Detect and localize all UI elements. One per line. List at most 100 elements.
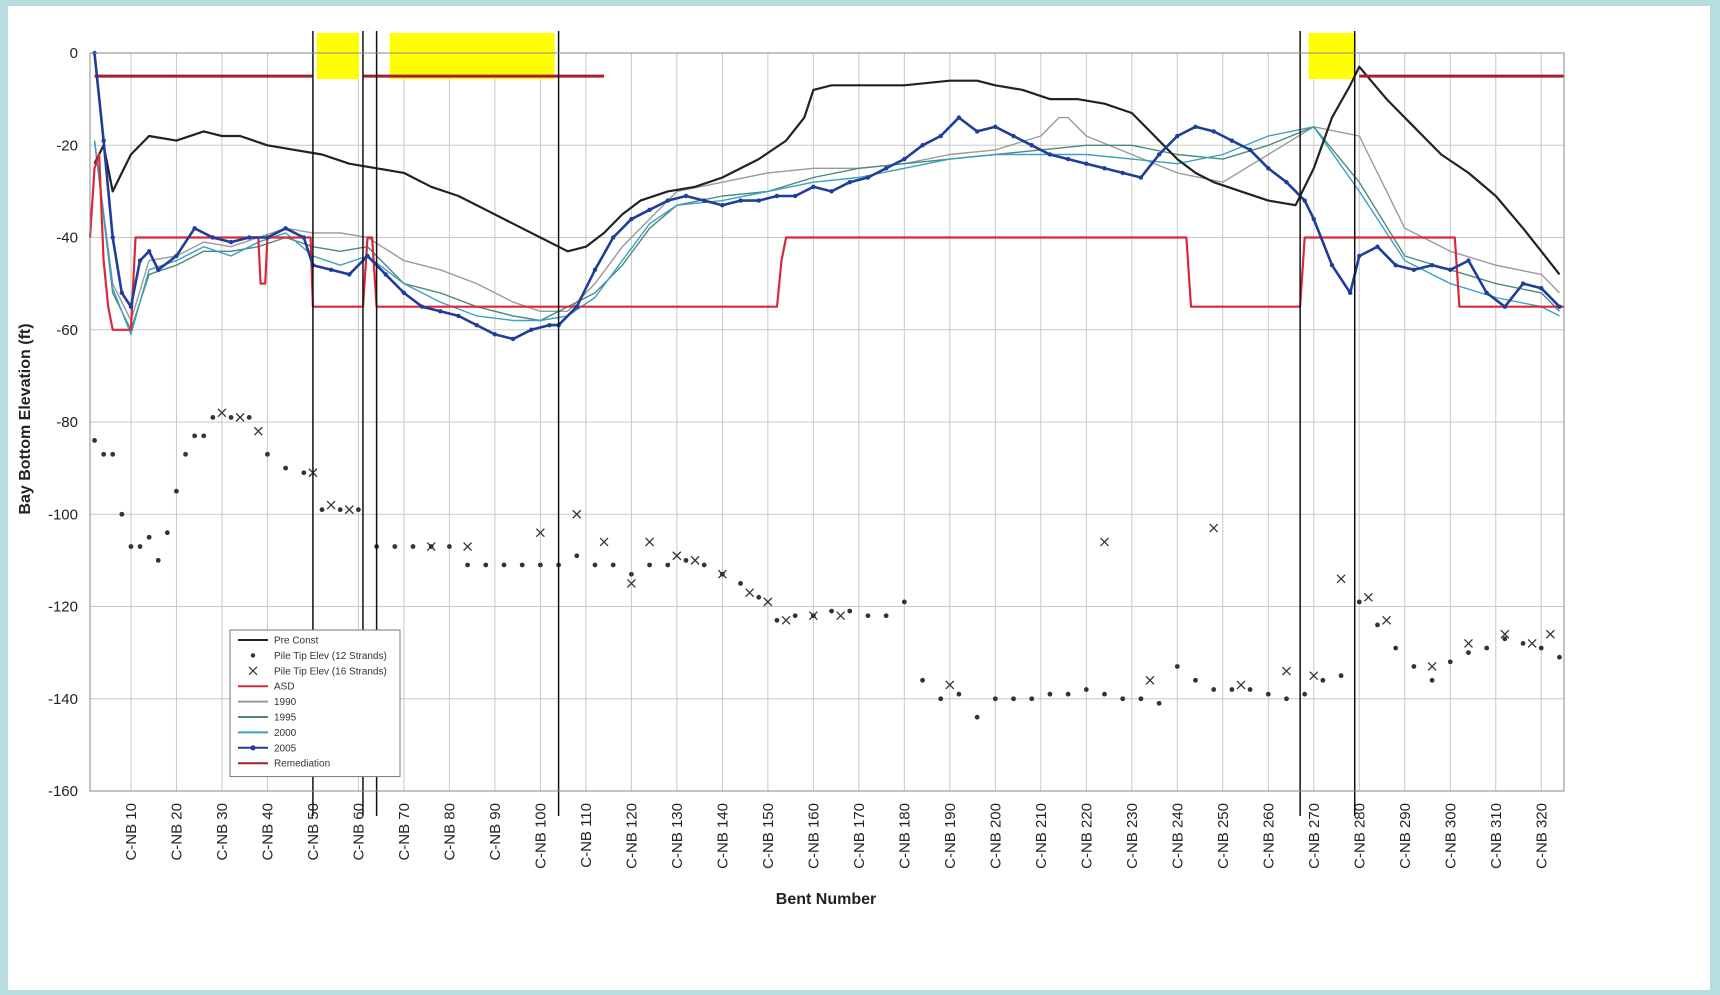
point-2005 [1156, 152, 1162, 157]
point-pile-tip-elev-12-strands [1557, 654, 1562, 660]
point-2005 [328, 267, 334, 272]
point-2005 [956, 115, 962, 120]
point-pile-tip-elev-12-strands [1265, 691, 1271, 697]
highlight-regions [316, 33, 1356, 79]
x-tick-label: C-NB 60 [350, 803, 367, 861]
point-2005 [128, 304, 134, 309]
bay-bottom-elevation-chart: 0-20-40-60-80-100-120-140-160 C-NB 10 C-N… [17, 31, 1565, 908]
point-pile-tip-elev-12-strands [1411, 664, 1417, 669]
x-tick-label: C-NB 310 [1488, 803, 1505, 869]
point-pile-tip-elev-12-strands [501, 562, 507, 568]
point-2005 [210, 235, 216, 240]
legend-label: 2000 [274, 728, 297, 739]
series-2005-line [93, 52, 1561, 341]
point-2005 [811, 184, 816, 189]
point-pile-tip-elev-12-strands [183, 451, 188, 457]
point-2005 [1102, 166, 1107, 171]
point-2005 [1557, 304, 1562, 309]
point-2005 [265, 235, 270, 240]
point-pile-tip-elev-12-strands [337, 507, 343, 513]
point-2005 [701, 198, 707, 203]
point-pile-tip-elev-12-strands [956, 691, 962, 697]
point-pile-tip-elev-16-strands [1545, 629, 1555, 639]
point-pile-tip-elev-12-strands [1320, 677, 1326, 683]
point-2005 [829, 189, 834, 194]
point-pile-tip-elev-12-strands [155, 557, 161, 563]
point-2005 [1484, 290, 1489, 296]
x-tick-label: C-NB 230 [1124, 803, 1141, 869]
legend-label: ASD [274, 682, 295, 693]
point-pile-tip-elev-12-strands [1011, 696, 1016, 702]
point-2005 [1029, 143, 1034, 148]
point-2005 [438, 309, 443, 314]
chart-frame: 0 -20 -40 -60 -80 -100 -120 -140 -160 C-NB 10 C-N… [8, 6, 1710, 990]
point-pile-tip-elev-12-strands [1520, 641, 1526, 646]
x-tick-label: C-NB 140 [714, 803, 731, 869]
y-axis-title: Bay Bottom Elevation (ft) [17, 323, 34, 514]
x-tick-label: C-NB 200 [987, 803, 1004, 869]
legend-label: Remediation [274, 759, 330, 770]
point-pile-tip-elev-12-strands [865, 613, 871, 619]
point-2005 [529, 327, 534, 332]
point-pile-tip-elev-12-strands [301, 470, 307, 476]
point-2005 [610, 235, 616, 240]
point-pile-tip-elev-16-strands [235, 412, 245, 422]
point-2005 [492, 332, 498, 337]
x-tick-label: C-NB 240 [1169, 803, 1186, 869]
point-pile-tip-elev-12-strands [1302, 691, 1308, 697]
y-tick-labels: 0 -20 -40 -60 -80 -100 -120 -140 -160 [48, 45, 78, 800]
point-pile-tip-elev-16-strands [572, 509, 582, 519]
point-2005 [629, 216, 634, 222]
point-2005 [1347, 290, 1353, 296]
point-pile-tip-elev-12-strands [92, 438, 97, 443]
point-pile-tip-elev-12-strands [1375, 622, 1380, 628]
point-pile-tip-elev-16-strands [672, 551, 682, 561]
point-pile-tip-elev-12-strands [1502, 636, 1508, 642]
x-tick-label: C-NB 10 [123, 803, 140, 861]
point-pile-tip-elev-12-strands [210, 414, 216, 420]
point-2005 [137, 258, 143, 263]
point-pile-tip-elev-12-strands [128, 544, 134, 549]
point-pile-tip-elev-12-strands [1193, 677, 1198, 683]
point-2005 [902, 156, 907, 162]
point-pile-tip-elev-16-strands [1145, 675, 1155, 685]
point-pile-tip-elev-12-strands [1538, 645, 1544, 651]
point-2005 [920, 143, 925, 148]
point-pile-tip-elev-12-strands [201, 433, 207, 439]
point-2005 [883, 166, 889, 171]
point-2005 [1375, 244, 1380, 249]
point-pile-tip-elev-16-strands [626, 578, 636, 588]
point-pile-tip-elev-12-strands [829, 608, 834, 614]
point-2005 [1393, 262, 1398, 268]
point-2005 [228, 239, 234, 245]
point-pile-tip-elev-16-strands [1309, 671, 1319, 681]
point-pile-tip-elev-12-strands [1247, 687, 1253, 692]
point-pile-tip-elev-12-strands [146, 534, 152, 540]
point-pile-tip-elev-16-strands [1100, 537, 1109, 547]
point-pile-tip-elev-12-strands [738, 581, 743, 586]
point-pile-tip-elev-16-strands [645, 537, 655, 547]
point-pile-tip-elev-12-strands [1466, 650, 1471, 656]
x-tick-label: C-NB 110 [578, 803, 595, 868]
point-pile-tip-elev-12-strands [756, 594, 762, 600]
point-2005 [1193, 124, 1198, 129]
legend-swatch-marker [250, 745, 256, 751]
point-pile-tip-elev-12-strands [137, 544, 143, 549]
point-pile-tip-elev-12-strands [246, 414, 252, 420]
point-2005 [938, 133, 943, 139]
axes [89, 52, 1565, 792]
point-pile-tip-elev-16-strands [463, 542, 473, 551]
point-pile-tip-elev-12-strands [392, 544, 398, 549]
point-pile-tip-elev-12-strands [1356, 599, 1362, 605]
point-pile-tip-elev-12-strands [683, 557, 689, 563]
point-2005 [383, 272, 388, 277]
point-2005 [865, 175, 871, 180]
point-2005 [110, 235, 115, 240]
point-2005 [792, 193, 798, 199]
highlight-region [316, 33, 359, 79]
point-2005 [1229, 138, 1235, 143]
point-2005 [419, 304, 425, 309]
point-pile-tip-elev-16-strands [217, 408, 227, 418]
legend-swatch [250, 653, 256, 658]
legend-label: Pre Const [274, 636, 319, 647]
